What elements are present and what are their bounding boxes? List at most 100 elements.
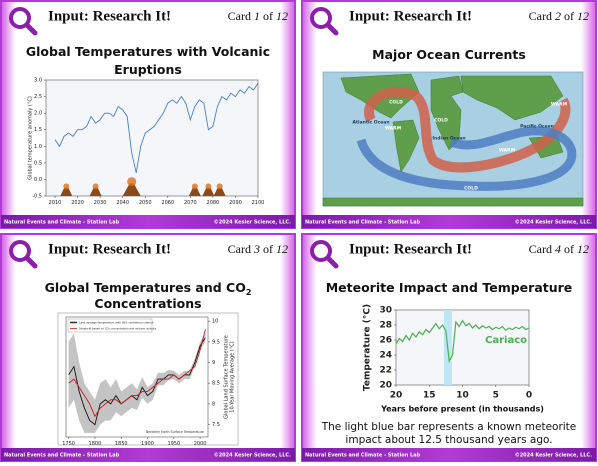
- card-header: Input: Research It!: [349, 241, 472, 257]
- series-line: [54, 83, 258, 173]
- badge-total: 12: [577, 9, 589, 23]
- y-tick-label: 24: [379, 351, 392, 361]
- confidence-band: [68, 333, 206, 433]
- y-axis-label: Temperature (°C): [363, 304, 373, 391]
- map-label: COLD: [434, 118, 448, 124]
- footer-left: Natural Events and Climate - Station Lab: [4, 453, 120, 459]
- card-footer: [302, 448, 596, 461]
- y-tick-label: 30: [379, 306, 392, 316]
- y-tick-label: 9: [212, 360, 215, 366]
- card-title-text: Global Temperatures with Volcanic: [26, 44, 270, 59]
- badge-number: 1: [254, 9, 260, 23]
- volcano-plume: [92, 183, 99, 190]
- badge-number: 2: [555, 9, 561, 23]
- volcano-plume: [216, 183, 223, 190]
- x-tick-label: 2030: [94, 200, 107, 206]
- y-axis-label: Global temperature anomaly (°C): [28, 96, 34, 180]
- plot-content: [54, 83, 258, 173]
- card-header: Input: Research It!: [48, 241, 171, 257]
- magnifier-lens: [9, 7, 31, 29]
- volcano-icon: [122, 183, 141, 196]
- card: Input: Research It! Card 3 of 12 Global Tempe…: [0, 233, 296, 462]
- y-tick-label: 0.0: [34, 177, 42, 183]
- badge-of: of: [263, 9, 273, 23]
- card-badge: Card 3 of 12: [228, 242, 288, 256]
- card-header: Input: Research It!: [349, 8, 472, 24]
- y-tick-label: 7.5: [212, 422, 220, 428]
- volcano-plume: [63, 183, 70, 190]
- x-tick-label: 1800: [89, 441, 102, 447]
- map-label: COLD: [464, 186, 478, 192]
- map-label: WARM: [385, 126, 402, 132]
- card-caption: The light blue bar represents a known me…: [321, 421, 577, 433]
- legend-box: [67, 318, 153, 333]
- footer-left: Natural Events and Climate - Station Lab: [305, 220, 421, 226]
- magnifier-lens: [310, 7, 332, 29]
- plot-area: [45, 79, 259, 197]
- legend-label: Simple fit based on CO₂ concentration an…: [79, 327, 157, 331]
- warm-current: [364, 86, 571, 173]
- magnifier-lens: [310, 240, 332, 262]
- x-tick-label: 2040: [116, 200, 129, 206]
- footer-left: Natural Events and Climate - Station Lab: [305, 453, 421, 459]
- map-label: COLD: [389, 100, 403, 106]
- card-title-text: Concentrations: [94, 296, 201, 311]
- x-tick-label: 1950: [167, 441, 180, 447]
- y-tick-label: 10: [212, 319, 218, 325]
- y-tick-label: 8.5: [212, 381, 220, 387]
- x-tick-label: 20: [390, 391, 403, 401]
- card-badge: Card 1 of 12: [228, 9, 288, 23]
- card: Input: Research It! Card 1 of 12 Global Tempe…: [0, 0, 296, 229]
- y-tick-label: 28: [379, 321, 392, 331]
- magnifier-handle: [325, 22, 339, 36]
- x-tick-label: 10: [456, 391, 469, 401]
- series-line: [68, 329, 206, 418]
- continent: [392, 119, 420, 173]
- badge-of: of: [263, 242, 273, 256]
- x-tick-label: 2100: [252, 200, 265, 206]
- continent: [430, 75, 464, 151]
- badge-of: of: [564, 9, 574, 23]
- map-label: Pacific Ocean: [520, 124, 554, 130]
- card-title-text: Meteorite Impact and Temperature: [326, 280, 573, 295]
- plot-content: [68, 329, 206, 433]
- y-tick-label: 2.0: [34, 111, 42, 117]
- volcano-icon: [89, 187, 102, 196]
- y-tick-label: 20: [379, 381, 392, 391]
- badge-total: 12: [276, 242, 288, 256]
- y-tick-label: 1.5: [34, 127, 42, 133]
- series-line: [396, 319, 529, 363]
- x-tick-label: 2090: [229, 200, 242, 206]
- x-tick-label: 15: [423, 391, 436, 401]
- card-caption: impact about 12.5 thousand years ago.: [345, 434, 552, 446]
- y-tick-label: -0.5: [32, 194, 42, 200]
- card-footer: [1, 448, 295, 461]
- volcano-plume: [127, 177, 137, 187]
- card-footer: [1, 215, 295, 228]
- badge-prefix: Card: [228, 9, 251, 23]
- x-axis-label: Years before present (in thousands): [380, 405, 544, 414]
- map-label: WARM: [499, 148, 516, 154]
- card-badge: Card 4 of 12: [529, 242, 589, 256]
- badge-of: of: [564, 242, 574, 256]
- x-tick-label: 1850: [115, 441, 128, 447]
- card-title-text: Eruptions: [114, 62, 182, 77]
- cold-current: [356, 126, 577, 191]
- badge-number: 3: [253, 242, 260, 256]
- badge-number: 4: [555, 242, 561, 256]
- volcano-icon: [213, 187, 226, 196]
- card-footer: [302, 215, 596, 228]
- card-title: Eruptions: [114, 62, 182, 77]
- card-title: Meteorite Impact and Temperature: [326, 280, 573, 295]
- badge-total: 12: [276, 9, 288, 23]
- y-tick-label: 1.0: [34, 144, 42, 150]
- card-title: Global Temperatures and CO2: [45, 280, 252, 297]
- y-tick-label: 0.5: [34, 160, 42, 166]
- x-tick-label: 1900: [141, 441, 154, 447]
- x-tick-label: 2080: [207, 200, 220, 206]
- badge-prefix: Card: [228, 242, 251, 256]
- x-tick-label: 1750: [62, 441, 75, 447]
- y-tick-label: 22: [379, 366, 392, 376]
- badge-prefix: Card: [529, 9, 552, 23]
